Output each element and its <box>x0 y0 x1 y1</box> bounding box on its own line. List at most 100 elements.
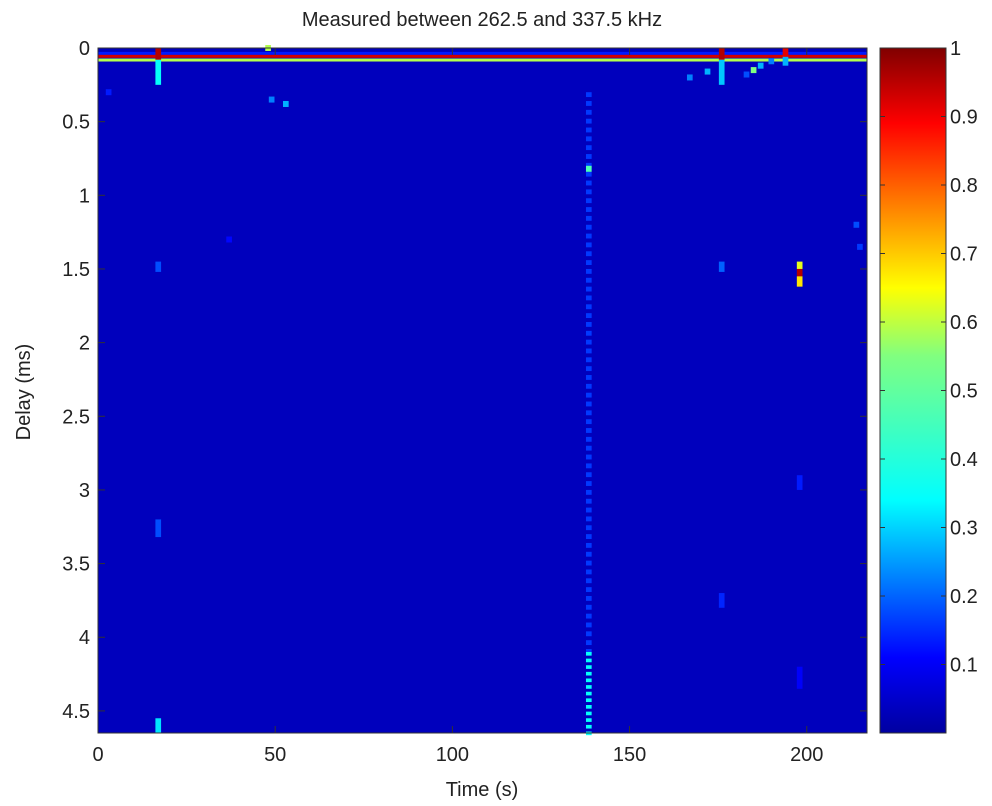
colorbar-tick-label: 0.9 <box>950 107 978 129</box>
heat-dash <box>585 463 592 469</box>
heat-dash <box>585 718 592 722</box>
heat-column-segment <box>718 593 725 608</box>
y-tick-label: 3.5 <box>62 554 90 576</box>
heat-column-segment <box>782 56 789 66</box>
heat-dash <box>585 401 592 407</box>
heat-spot <box>768 58 775 65</box>
heat-column-segment <box>155 59 162 85</box>
heat-dash <box>585 665 592 669</box>
heat-dash <box>585 678 592 683</box>
heat-column-segment <box>796 261 803 269</box>
heat-dash <box>585 242 592 248</box>
colorbar <box>879 47 947 734</box>
heat-dash <box>585 268 592 274</box>
y-tick-label: 1.5 <box>62 259 90 281</box>
colorbar-tick-label: 0.1 <box>950 655 978 677</box>
heat-column-segment <box>155 261 162 272</box>
heat-dash <box>585 286 592 292</box>
y-tick-label: 3 <box>79 480 90 502</box>
heat-column-segment <box>718 59 725 85</box>
heat-dash <box>585 671 592 676</box>
heat-dash <box>585 640 592 646</box>
heat-dash <box>585 410 592 416</box>
heat-column-segment <box>796 666 803 689</box>
heat-spot <box>857 243 863 250</box>
plot-background <box>98 48 867 733</box>
heat-dash <box>585 587 592 593</box>
heatmap-cells <box>98 45 867 736</box>
x-axis: 0 50 100 150 200 <box>92 48 823 766</box>
heat-column-segment <box>796 276 803 287</box>
heat-dash <box>585 215 592 221</box>
heat-dash <box>585 711 592 716</box>
heat-spot <box>585 165 592 172</box>
heat-dash <box>585 313 592 319</box>
heat-spot <box>743 71 750 78</box>
heat-row <box>98 54 867 58</box>
chart-title: Measured between 262.5 and 337.5 kHz <box>302 9 662 31</box>
y-tick-label: 2.5 <box>62 406 90 428</box>
heat-dash <box>585 649 592 654</box>
heat-column-segment <box>155 48 162 60</box>
heat-dash <box>585 92 592 98</box>
x-tick-label: 50 <box>264 744 286 766</box>
heat-dash <box>585 419 592 425</box>
y-tick-label: 4.5 <box>62 701 90 723</box>
heat-dash <box>585 551 592 557</box>
colorbar-tick-label: 0.6 <box>950 312 978 334</box>
heat-dash <box>585 651 592 656</box>
heat-dash <box>585 507 592 513</box>
heat-dash <box>585 472 592 478</box>
heat-spot <box>282 100 289 107</box>
heat-spot <box>268 96 275 103</box>
heat-column-segment <box>718 261 725 272</box>
heat-column-segment <box>782 48 789 57</box>
heat-spot <box>686 74 693 81</box>
y-tick-label: 0 <box>79 38 90 60</box>
x-tick-label: 150 <box>613 744 646 766</box>
heat-dash <box>585 613 592 619</box>
heat-dash <box>585 162 592 168</box>
colorbar-tick-label: 0.5 <box>950 381 978 403</box>
heat-dash <box>585 685 592 689</box>
heat-dash <box>585 260 592 265</box>
heat-dash <box>585 691 592 696</box>
heat-dash <box>585 109 592 115</box>
y-tick-label: 2 <box>79 333 90 355</box>
heat-dash <box>585 136 592 142</box>
heat-dash <box>585 171 592 177</box>
colorbar-tick-label: 0.2 <box>950 586 978 608</box>
x-tick-label: 200 <box>790 744 823 766</box>
heat-dash <box>585 631 592 637</box>
heat-dash <box>585 698 592 703</box>
heat-dash <box>585 724 592 729</box>
heat-spot <box>226 236 232 243</box>
heat-column-segment <box>718 48 725 60</box>
heat-dash <box>585 207 592 212</box>
heat-dash <box>585 534 592 539</box>
heat-dash <box>585 375 592 380</box>
heat-dash <box>585 392 592 398</box>
heat-column-segment <box>796 268 803 277</box>
heat-dash <box>585 516 592 522</box>
heat-dash <box>585 578 592 584</box>
heat-dash <box>585 560 592 566</box>
heat-dash <box>585 339 592 345</box>
heat-dash <box>585 357 592 363</box>
colorbar-tick-label: 0.3 <box>950 518 978 540</box>
heat-dash <box>585 383 592 389</box>
heat-spot <box>757 62 764 69</box>
heat-dash <box>585 622 592 628</box>
x-tick-label: 0 <box>92 744 103 766</box>
colorbar-tick-label: 0.8 <box>950 175 978 197</box>
heat-dash <box>585 542 592 548</box>
heat-dash <box>585 525 592 531</box>
heat-dash <box>585 198 592 204</box>
heat-dash <box>585 330 592 336</box>
heat-dash <box>585 101 592 106</box>
y-tick-label: 4 <box>79 627 90 649</box>
heat-dash <box>585 145 592 151</box>
y-tick-label: 1 <box>79 185 90 207</box>
x-axis-label: Time (s) <box>446 779 519 801</box>
